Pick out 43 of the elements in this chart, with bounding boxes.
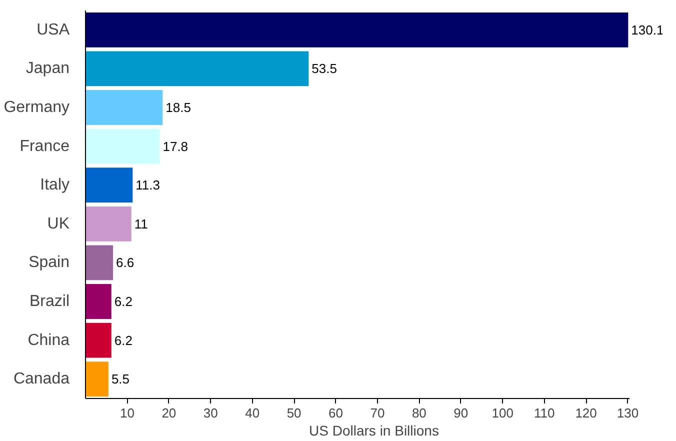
y-tick-label: Spain — [28, 254, 70, 272]
bar — [86, 51, 309, 86]
x-tick-label: 50 — [286, 406, 302, 420]
x-tick-label: 70 — [370, 406, 385, 420]
y-tick-label: Japan — [26, 60, 70, 78]
x-tick-label: 90 — [454, 406, 468, 420]
x-tick-label: 80 — [412, 406, 426, 420]
bar — [86, 284, 112, 319]
y-tick-label: USA — [36, 21, 70, 38]
data-label: 6.2 — [114, 332, 132, 348]
y-tick-label: Canada — [13, 370, 70, 388]
x-tick-label: 30 — [203, 406, 218, 420]
x-tick-label: 10 — [120, 406, 134, 420]
y-tick-label: Brazil — [29, 293, 70, 310]
data-label: 11 — [134, 216, 148, 232]
x-tick-label: 20 — [162, 406, 176, 420]
y-tick-label: Italy — [40, 176, 70, 194]
bar — [86, 90, 163, 125]
x-tick-label: 100 — [492, 406, 514, 420]
bar — [86, 362, 108, 397]
bar — [86, 168, 133, 203]
x-tick-label: 40 — [245, 406, 260, 420]
bar — [86, 245, 114, 280]
data-label: 17.8 — [162, 138, 188, 154]
bar — [86, 322, 112, 358]
y-tick-label: China — [28, 332, 70, 349]
y-tick-label: UK — [47, 215, 70, 232]
data-label: 18.5 — [166, 100, 191, 115]
data-label: 53.5 — [312, 61, 337, 76]
bar — [86, 206, 132, 242]
bar — [86, 12, 628, 48]
bar — [86, 128, 160, 164]
data-label: 6.6 — [116, 255, 134, 270]
data-label: 5.5 — [111, 372, 130, 387]
x-axis-title: US Dollars in Billions — [309, 422, 439, 438]
x-tick-label: 120 — [575, 406, 597, 420]
y-tick-label: France — [20, 138, 70, 155]
data-label: 6.2 — [114, 294, 132, 309]
data-label: 11.3 — [136, 178, 160, 193]
x-tick-label: 60 — [328, 406, 344, 420]
y-tick-label: Germany — [4, 99, 70, 116]
x-tick-label: 110 — [534, 406, 555, 420]
x-tick-label: 130 — [616, 406, 639, 420]
